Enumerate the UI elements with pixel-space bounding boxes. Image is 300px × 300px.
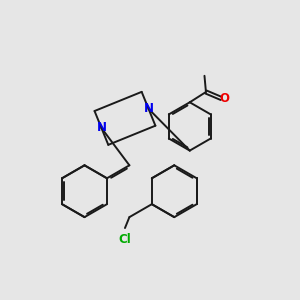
Text: N: N: [143, 102, 154, 115]
Text: Cl: Cl: [118, 233, 131, 246]
Text: N: N: [96, 122, 106, 134]
Text: O: O: [220, 92, 230, 105]
